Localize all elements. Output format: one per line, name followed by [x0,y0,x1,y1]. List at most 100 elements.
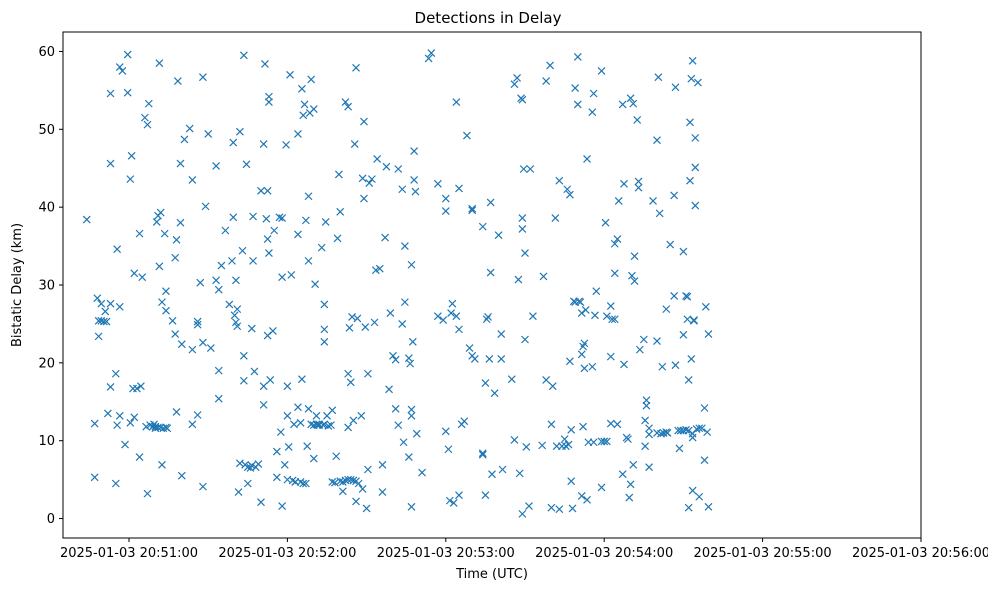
detection-point [346,475,355,484]
x-tick-label: 2025-01-03 20:54:00 [535,546,673,561]
detection-point [136,382,145,391]
detection-point [526,165,535,173]
detection-point [548,382,557,391]
detection-point [606,419,615,428]
detection-point [296,418,305,427]
detection-point [445,496,454,505]
detection-point [486,198,495,207]
detection-point [478,450,487,459]
detection-point [518,509,527,518]
detection-point [344,102,353,111]
detection-point [152,218,161,226]
detection-point [304,256,313,265]
detection-point [332,452,341,461]
detection-point [498,465,507,474]
detection-point [663,428,672,437]
detection-point [551,214,560,222]
detection-point [600,437,609,446]
detection-point [367,175,376,184]
detection-point [185,124,194,133]
detection-point [404,453,413,461]
x-tick-label: 2025-01-03 20:53:00 [377,546,515,561]
detection-point [349,416,358,425]
detection-point [264,98,273,106]
detection-point [686,176,694,185]
y-axis-label: Bistatic Delay (km) [10,223,25,347]
detection-point [103,409,112,418]
detection-point [452,312,461,321]
detection-point [510,80,519,89]
detection-point [589,438,598,447]
detection-point [135,229,144,238]
detection-point [626,94,635,103]
detection-point [468,206,477,215]
detection-point [382,162,391,171]
detection-point [176,159,185,168]
detection-point [243,463,252,472]
detection-point [546,61,555,70]
detection-point [703,428,712,437]
detection-point [272,447,281,456]
detection-point [115,302,124,311]
detection-point [229,213,238,222]
detection-point [235,127,244,136]
detection-point [126,418,135,427]
detection-point [176,218,185,227]
detection-point [452,98,461,106]
detection-point [327,421,335,430]
detection-point [290,420,298,429]
detection-point [455,325,463,334]
detection-point [249,212,258,221]
detection-point [625,493,634,502]
detection-point [225,300,234,309]
detection-point [484,312,492,321]
detection-point [670,291,679,300]
detection-point [410,147,419,156]
detection-point [243,479,252,488]
detection-point [341,98,350,106]
detection-point [283,382,292,391]
detection-point [521,335,529,344]
detection-point [324,421,333,430]
detection-point [294,403,302,412]
detection-point [238,246,247,255]
detection-point [126,175,135,184]
detection-point [629,460,638,469]
detection-point [592,287,601,296]
detection-point [620,179,628,188]
detection-point [686,118,694,127]
detection-point [111,369,120,378]
detection-point [525,502,533,511]
detection-point [444,445,453,454]
detection-point [321,218,330,226]
detection-point [230,311,239,320]
x-tick-label: 2025-01-03 20:52:00 [218,546,356,561]
detection-point [588,362,597,371]
detection-point [514,275,523,284]
detection-point [106,383,115,391]
detection-point [427,49,436,57]
detection-point [398,185,407,194]
detection-point [449,499,458,507]
detection-point [547,503,556,512]
detection-point [649,197,657,205]
detection-point [259,400,268,409]
detection-point [515,469,524,478]
detection-point [542,376,551,384]
detection-point [653,136,661,145]
detection-point [606,352,615,361]
detection-point [564,440,573,449]
detection-point [263,235,272,243]
detection-point [311,280,320,289]
detection-point [521,249,529,258]
x-axis: 2025-01-03 20:51:00 2025-01-03 20:52:00 20… [60,538,988,561]
detection-point [386,309,395,317]
detection-point [455,491,463,500]
detection-point [482,315,491,324]
detection-point [653,337,661,345]
detection-point [597,483,606,492]
detection-point [354,479,363,488]
detection-point [407,405,416,414]
detection-point [111,479,120,488]
